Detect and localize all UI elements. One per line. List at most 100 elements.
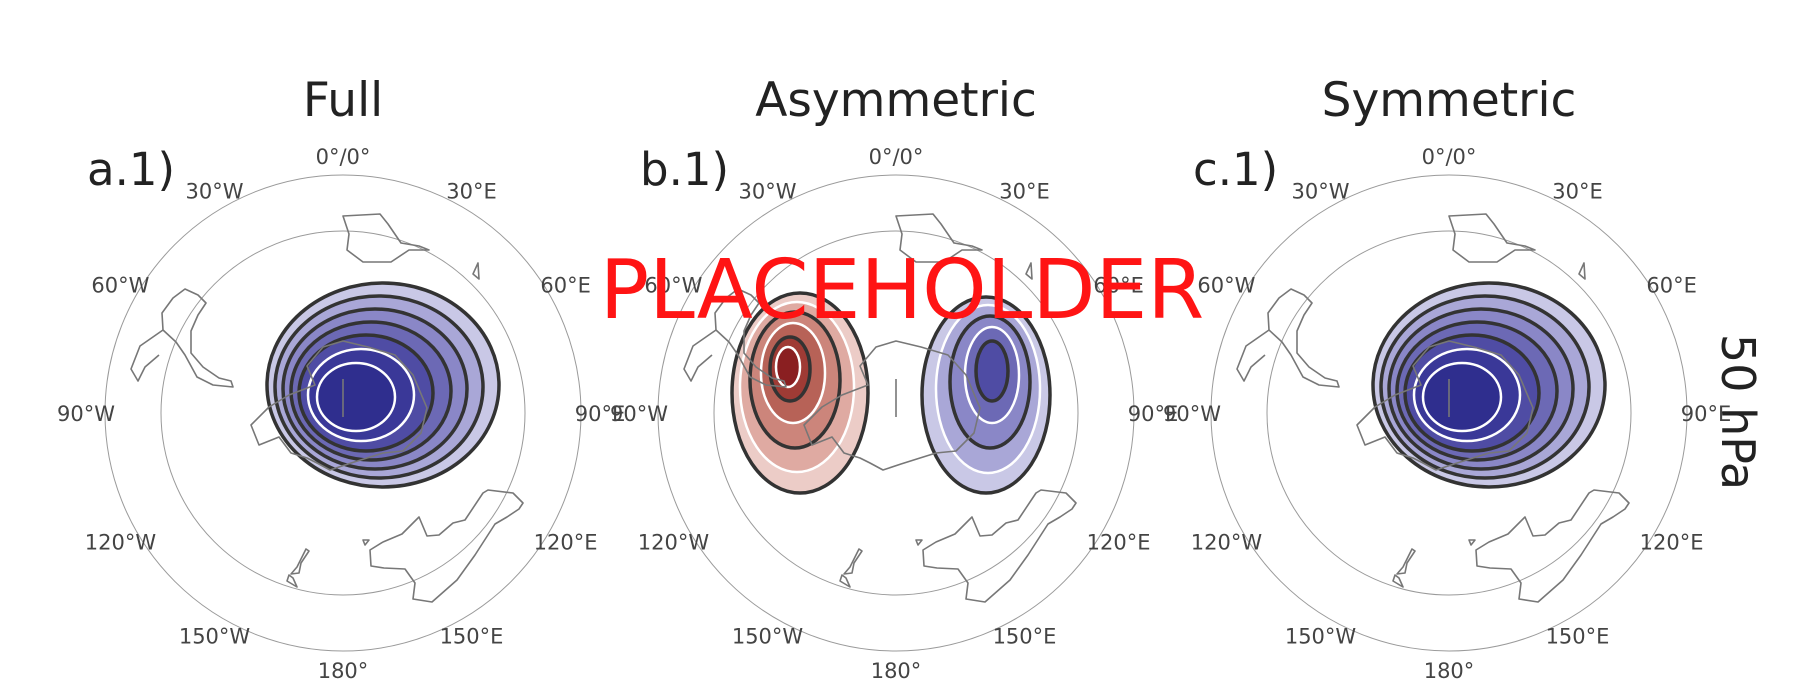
contour-fill — [317, 363, 395, 431]
longitude-label: 120°E — [534, 531, 598, 555]
coastline — [1475, 489, 1630, 603]
contour-line — [730, 291, 870, 495]
coastline — [342, 213, 430, 263]
longitude-label: 120°W — [1191, 531, 1263, 555]
panel-title: Full — [303, 73, 383, 128]
contour-line — [1421, 361, 1503, 433]
panel-label: a.1) — [87, 143, 175, 196]
longitude-label: 30°W — [1292, 179, 1350, 203]
longitude-label: 90°W — [610, 402, 668, 426]
latitude-circle-inner — [160, 230, 526, 596]
longitude-label: 60°W — [91, 274, 149, 298]
longitude-label: 90°E — [575, 402, 626, 426]
level-label: 50 hPa — [1711, 334, 1765, 490]
contour-line — [738, 300, 856, 474]
longitude-label: 150°E — [440, 625, 504, 649]
contour-line — [306, 347, 416, 443]
contour-fill — [1423, 363, 1501, 431]
longitude-label: 30°E — [999, 179, 1050, 203]
anomaly-field — [730, 291, 1052, 495]
contour-line — [297, 333, 435, 453]
contour-line — [289, 320, 453, 462]
anomaly-field — [1371, 281, 1607, 489]
anomaly-field — [265, 281, 501, 489]
longitude-label: 120°W — [638, 531, 710, 555]
map-panel: Symmetric c.1) 0°/0° 30°E 60°E 90°E 120°E 150°E… — [1163, 73, 1731, 683]
longitude-label: 60°E — [1646, 274, 1697, 298]
panel-label: b.1) — [640, 143, 729, 196]
coastline — [683, 329, 717, 382]
longitude-label: 180° — [1424, 659, 1475, 683]
panel-label: c.1) — [1193, 143, 1278, 196]
coastline — [1267, 288, 1340, 388]
longitude-label: 90°E — [1128, 402, 1179, 426]
longitude-label: 90°W — [57, 402, 115, 426]
longitude-label: 150°W — [732, 625, 804, 649]
longitude-label: 60°W — [644, 274, 702, 298]
coastline — [1025, 262, 1033, 280]
longitude-label: 150°W — [1285, 625, 1357, 649]
coastlines — [130, 213, 524, 603]
latitude-circle-inner — [713, 230, 1079, 596]
contour-line — [748, 310, 842, 450]
longitude-label: 120°E — [1640, 531, 1704, 555]
coastline — [1392, 548, 1416, 588]
contour-line — [1395, 320, 1559, 462]
coastlines — [1236, 213, 1630, 603]
contour-line — [273, 294, 485, 480]
contour-line — [1387, 307, 1575, 471]
latitude-circle-outer — [104, 174, 582, 652]
contour-line — [1379, 294, 1591, 480]
longitude-label: 30°W — [186, 179, 244, 203]
contour-line — [974, 339, 1010, 403]
longitude-label: 150°E — [1546, 625, 1610, 649]
longitude-label: 120°E — [1087, 531, 1151, 555]
longitude-label: 180° — [871, 659, 922, 683]
contour-line — [920, 295, 1052, 495]
longitude-label: 0°/0° — [316, 145, 371, 169]
coastline — [1448, 213, 1536, 263]
coastline — [1468, 539, 1476, 546]
latitude-circle-outer — [1210, 174, 1688, 652]
longitude-label: 150°E — [993, 625, 1057, 649]
contour-line — [768, 335, 812, 403]
coastline — [895, 213, 983, 263]
coastline — [369, 489, 524, 603]
longitude-label: 0°/0° — [1422, 145, 1477, 169]
coastline — [362, 539, 370, 546]
contour-line — [265, 281, 501, 489]
panel-title: Asymmetric — [755, 73, 1037, 128]
coastline — [250, 340, 428, 471]
coastline — [1356, 340, 1534, 471]
longitude-label: 30°E — [446, 179, 497, 203]
coastline — [714, 288, 787, 388]
longitude-label: 180° — [318, 659, 369, 683]
map-panel: Full a.1) 0°/0° 30°E 60°E 90°E 120°E 150°E 180° 1… — [57, 73, 625, 683]
longitude-label: 60°E — [1093, 274, 1144, 298]
longitude-label: 30°W — [739, 179, 797, 203]
coastlines — [683, 213, 1077, 603]
coastline — [922, 489, 1077, 603]
contour-line — [1403, 333, 1541, 453]
contour-line — [1412, 347, 1522, 443]
longitude-label: 150°W — [179, 625, 251, 649]
placeholder-overlay: PLACEHOLDER — [600, 243, 1205, 338]
contour-line — [774, 345, 802, 389]
longitude-label: 90°W — [1163, 402, 1221, 426]
coastline — [1578, 262, 1586, 280]
longitude-label: 90°E — [1681, 402, 1732, 426]
panels: Full a.1) 0°/0° 30°E 60°E 90°E 120°E 150°E 180° 1… — [57, 73, 1731, 683]
coastline — [803, 340, 981, 471]
coastline — [839, 548, 863, 588]
longitude-label: 60°W — [1197, 274, 1255, 298]
coastline — [1236, 329, 1270, 382]
contour-line — [1371, 281, 1607, 489]
coastline — [130, 329, 164, 382]
longitude-label: 120°W — [85, 531, 157, 555]
coastline — [161, 288, 234, 388]
longitude-label: 60°E — [540, 274, 591, 298]
contour-line — [934, 303, 1042, 475]
map-panel: Asymmetric b.1) 0°/0° 30°E 60°E 90°E 120°E 150°… — [610, 73, 1178, 683]
contour-fill — [776, 347, 800, 387]
